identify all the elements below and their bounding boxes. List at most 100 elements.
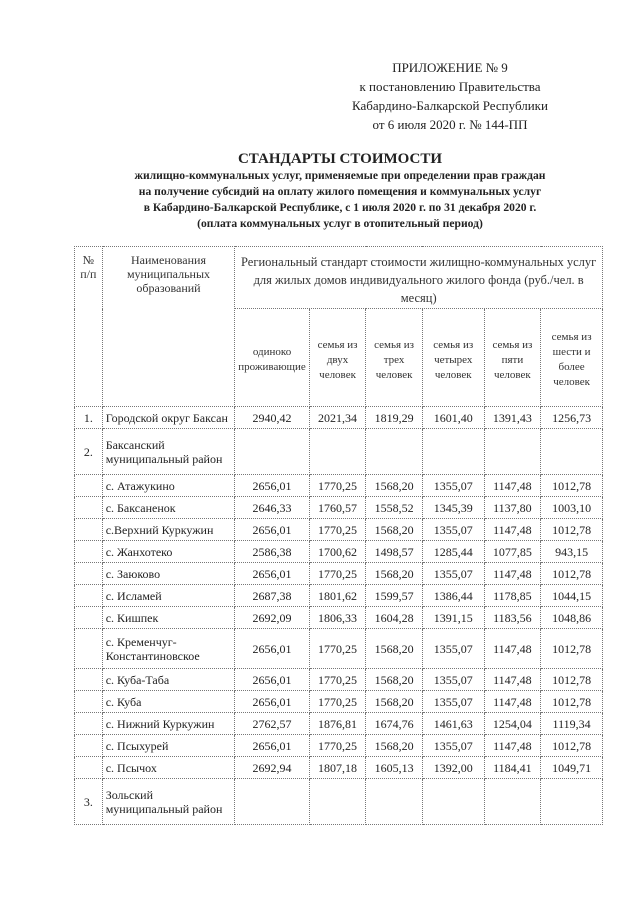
row-value: 1147,48 [483,474,542,497]
title-subtitle-3: в Кабардино-Балкарской Республике, с 1 и… [143,201,537,214]
table-row: с. Заюково 2656,01 1770,25 1568,20 1355,07 11… [74,562,603,585]
row-name: Зольский муниципальный район [101,778,236,825]
row-value: 1568,20 [365,734,423,757]
row-number [74,628,103,669]
row-value: 1604,28 [365,606,423,629]
row-value: 1806,33 [308,606,367,629]
row-number [74,712,103,735]
row-value [365,778,423,825]
header-col-3: семья из трех человек [365,308,423,407]
row-value: 1184,41 [483,756,542,779]
table-row: с. Кременчуг-Константиновское 2656,01 1770… [74,628,603,669]
row-value: 1119,34 [540,712,603,735]
row-value: 1392,00 [421,756,485,779]
row-number: 2. [74,428,103,475]
row-number [74,668,103,691]
table-row: 1. Городской округ Баксан 2940,42 2021,34 18… [74,406,603,429]
header-num: № п/п [74,246,103,407]
row-value [421,428,485,475]
row-number [74,496,103,519]
row-number [74,474,103,497]
row-number [74,518,103,541]
row-name: Городской округ Баксан [101,406,236,429]
table-row: с. Атажукино 2656,01 1770,25 1568,20 1355,07… [74,474,603,497]
row-value: 1044,15 [540,584,603,607]
row-value [308,428,367,475]
row-value: 1461,63 [421,712,485,735]
row-value: 1605,13 [365,756,423,779]
row-value: 1568,20 [365,668,423,691]
row-value [365,428,423,475]
row-value [234,778,310,825]
row-name: с. Кременчуг-Константиновское [101,628,236,669]
title-subtitle-1: жилищно-коммунальных услуг, применяемые … [134,169,546,182]
row-value: 2646,33 [234,496,310,519]
document-title: СТАНДАРТЫ СТОИМОСТИ жилищно-коммунальных… [60,150,620,232]
row-value: 2656,01 [234,668,310,691]
row-value: 1568,20 [365,628,423,669]
table-row: с. Исламей 2687,38 1801,62 1599,57 1386,44 11… [74,584,603,607]
row-value: 1012,78 [540,628,603,669]
row-value: 1568,20 [365,518,423,541]
row-value: 1147,48 [483,562,542,585]
header-col-4: семья из четырех человек [421,308,485,407]
table-row: с.Верхний Куркужин 2656,01 1770,25 1568,20 1… [74,518,603,541]
row-value: 2656,01 [234,690,310,713]
header-name: Наименования муниципальных образований [101,246,236,407]
row-value: 1003,10 [540,496,603,519]
row-number [74,562,103,585]
row-value: 1386,44 [421,584,485,607]
row-value: 1147,48 [483,734,542,757]
table-row: с. Куба 2656,01 1770,25 1568,20 1355,07 1147,… [74,690,603,713]
table-row: с. Псыхурей 2656,01 1770,25 1568,20 1355,07 1… [74,734,603,757]
row-value: 1568,20 [365,562,423,585]
row-value: 2656,01 [234,474,310,497]
row-value: 2762,57 [234,712,310,735]
row-name: с. Нижний Куркужин [101,712,236,735]
appendix-number: ПРИЛОЖЕНИЕ № 9 [392,60,508,75]
row-value: 1355,07 [421,734,485,757]
row-value: 1498,57 [365,540,423,563]
row-name: с.Верхний Куркужин [101,518,236,541]
row-value: 1012,78 [540,474,603,497]
row-value: 1178,85 [483,584,542,607]
cost-standards-table: № п/п Наименования муниципальных образов… [74,246,603,825]
appendix-reference: к постановлению Правительства [359,79,541,94]
row-value: 1770,25 [308,562,367,585]
row-value: 1391,15 [421,606,485,629]
row-value: 1256,73 [540,406,603,429]
row-value [483,428,542,475]
row-value [540,428,603,475]
row-name: с. Атажукино [101,474,236,497]
header-group: Региональный стандарт стоимости жилищно-… [234,246,603,309]
row-value: 1770,25 [308,734,367,757]
row-value: 1049,71 [540,756,603,779]
row-value: 2692,09 [234,606,310,629]
row-value: 1674,76 [365,712,423,735]
row-value: 1760,57 [308,496,367,519]
row-value: 1137,80 [483,496,542,519]
row-value [540,778,603,825]
table-row: с. Нижний Куркужин 2762,57 1876,81 1674,76 1… [74,712,603,735]
row-value: 1012,78 [540,668,603,691]
row-value: 1601,40 [421,406,485,429]
row-value: 1183,56 [483,606,542,629]
row-value [421,778,485,825]
row-value [234,428,310,475]
table-row: с. Баксаненок 2646,33 1760,57 1558,52 1345,3… [74,496,603,519]
row-value: 1147,48 [483,668,542,691]
row-value [483,778,542,825]
table-row: с. Псычох 2692,94 1807,18 1605,13 1392,00 118… [74,756,603,779]
row-value: 1012,78 [540,518,603,541]
table-row: с. Куба-Таба 2656,01 1770,25 1568,20 1355,07… [74,668,603,691]
table-row: 3. Зольский муниципальный район [74,778,603,825]
row-value: 1012,78 [540,690,603,713]
row-value: 1355,07 [421,474,485,497]
row-value: 1568,20 [365,474,423,497]
row-value: 2687,38 [234,584,310,607]
appendix-republic: Кабардино-Балкарской Республики [352,98,548,113]
row-value: 1355,07 [421,562,485,585]
row-value: 1700,62 [308,540,367,563]
row-name: с. Исламей [101,584,236,607]
row-name: Баксанский муниципальный район [101,428,236,475]
